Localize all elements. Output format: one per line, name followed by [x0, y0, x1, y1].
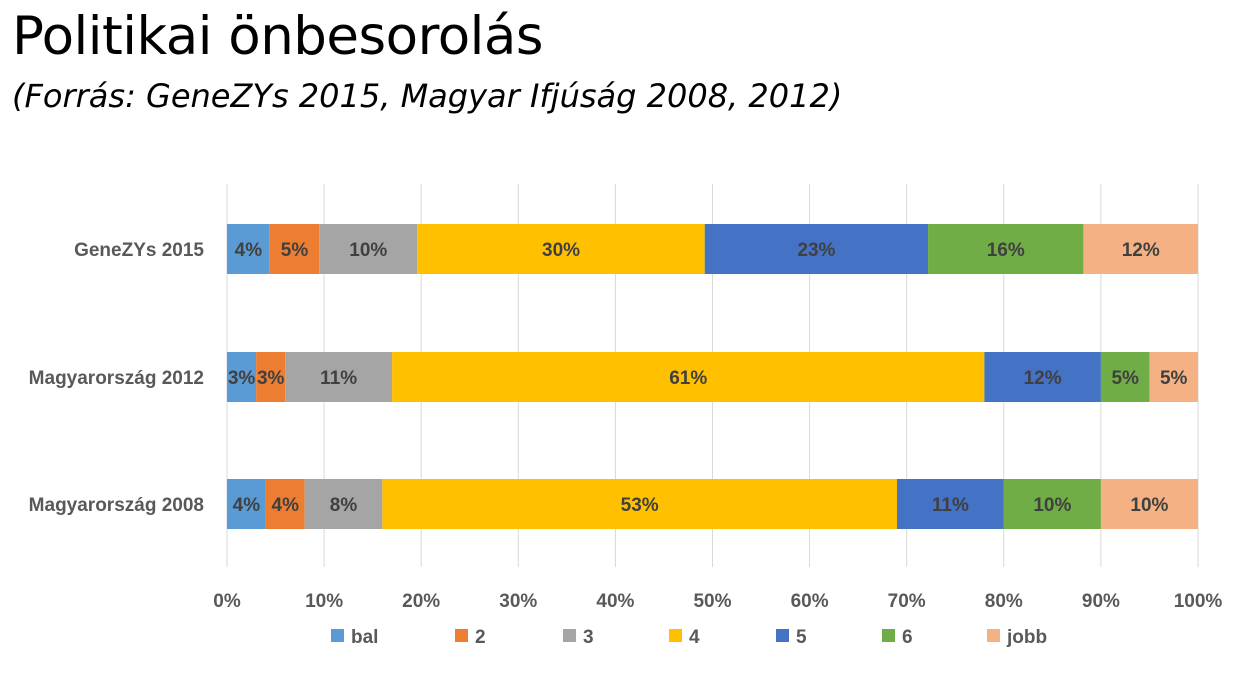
data-label: 12% — [1122, 240, 1160, 261]
bar-segment — [227, 352, 257, 402]
x-tick-label: 70% — [888, 591, 926, 612]
legend-label: 6 — [902, 627, 913, 648]
x-tick-label: 40% — [596, 591, 634, 612]
x-tick-label: 90% — [1082, 591, 1120, 612]
page-title: Politikai önbesorolás — [12, 6, 543, 67]
data-label: 10% — [349, 240, 387, 261]
bar-segment — [417, 224, 705, 274]
legend-label: bal — [351, 627, 378, 648]
legend-label: 3 — [583, 627, 594, 648]
data-label: 8% — [330, 495, 358, 516]
bar-segment — [928, 224, 1084, 274]
legend-label: 2 — [475, 627, 486, 648]
data-label: 11% — [932, 495, 969, 516]
legend-swatch — [669, 629, 682, 642]
x-tick-label: 60% — [791, 591, 829, 612]
bar-segment — [984, 352, 1101, 402]
legend-label: jobb — [1006, 627, 1047, 648]
bar-segment — [1100, 479, 1198, 529]
data-label: 3% — [228, 368, 256, 389]
legend-swatch — [987, 629, 1000, 642]
data-label: 16% — [987, 240, 1025, 261]
bar-segment — [256, 352, 286, 402]
data-label: 5% — [1111, 368, 1139, 389]
data-label: 12% — [1024, 368, 1062, 389]
bar-segment — [227, 224, 270, 274]
legend-swatch — [882, 629, 895, 642]
x-tick-label: 0% — [213, 591, 241, 612]
bar-segment — [1100, 352, 1150, 402]
data-label: 23% — [797, 240, 835, 261]
data-label: 53% — [621, 495, 659, 516]
x-tick-label: 80% — [985, 591, 1023, 612]
bar-segment — [285, 352, 393, 402]
bar-segment — [265, 479, 305, 529]
bar-segment — [319, 224, 418, 274]
legend-label: 5 — [796, 627, 807, 648]
category-label: GeneZYs 2015 — [74, 240, 204, 261]
bar-segment — [1149, 352, 1198, 402]
bar-segment — [1083, 224, 1198, 274]
bar-segment — [269, 224, 320, 274]
legend-swatch — [563, 629, 576, 642]
data-label: 10% — [1033, 495, 1071, 516]
legend-swatch — [331, 629, 344, 642]
data-label: 61% — [669, 368, 707, 389]
bar-segment — [896, 479, 1004, 529]
data-label: 5% — [1160, 368, 1188, 389]
bar-segment — [382, 479, 897, 529]
x-tick-label: 100% — [1174, 591, 1223, 612]
page-subtitle: (Forrás: GeneZYs 2015, Magyar Ifjúság 20… — [12, 77, 843, 115]
x-tick-label: 50% — [693, 591, 731, 612]
data-label: 10% — [1130, 495, 1168, 516]
x-tick-label: 30% — [499, 591, 537, 612]
data-label: 4% — [272, 495, 300, 516]
bar-segment — [227, 479, 266, 529]
bar-segment — [392, 352, 985, 402]
data-label: 4% — [233, 495, 261, 516]
category-label: Magyarország 2008 — [29, 495, 204, 516]
category-label: Magyarország 2012 — [29, 368, 204, 389]
data-label: 11% — [320, 368, 357, 389]
legend-swatch — [455, 629, 468, 642]
bar-segment — [304, 479, 383, 529]
data-label: 5% — [281, 240, 309, 261]
x-tick-label: 10% — [305, 591, 343, 612]
legend-label: 4 — [689, 627, 700, 648]
data-label: 4% — [235, 240, 263, 261]
bar-segment — [1003, 479, 1101, 529]
bar-segment — [704, 224, 929, 274]
data-label: 30% — [542, 240, 580, 261]
x-tick-label: 20% — [402, 591, 440, 612]
data-label: 3% — [257, 368, 285, 389]
legend-swatch — [776, 629, 789, 642]
